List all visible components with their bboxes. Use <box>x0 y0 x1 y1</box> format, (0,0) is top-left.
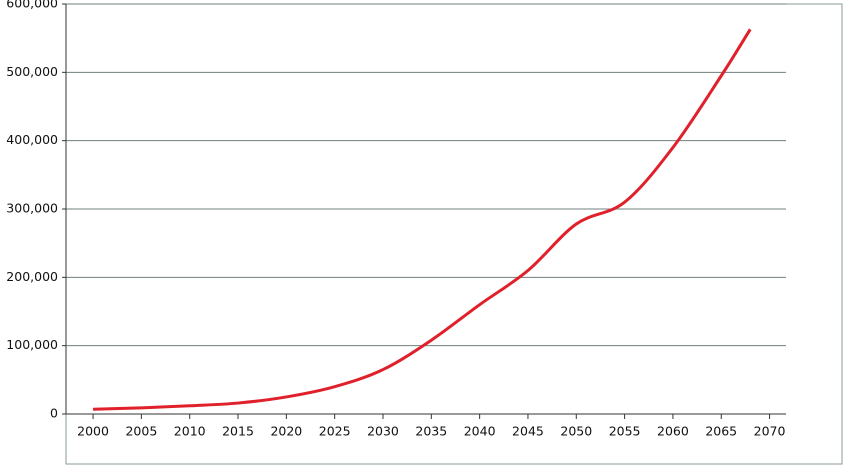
y-tick-label: 600,000 <box>6 0 58 11</box>
x-tick-label: 2040 <box>464 424 496 439</box>
x-tick-label: 2055 <box>609 424 641 439</box>
y-tick-label: 200,000 <box>6 269 58 284</box>
x-tick-label: 2030 <box>367 424 399 439</box>
data-line <box>93 28 752 411</box>
x-tick-label: 2045 <box>512 424 544 439</box>
x-tick-label: 2025 <box>319 424 351 439</box>
x-tick-label: 2070 <box>754 424 786 439</box>
y-tick-label: 0 <box>50 406 58 421</box>
y-tick-label: 500,000 <box>6 64 58 79</box>
x-tick-label: 2065 <box>705 424 737 439</box>
x-tick-label: 2060 <box>657 424 689 439</box>
y-tick-label: 400,000 <box>6 132 58 147</box>
y-tick-label: 300,000 <box>6 201 58 216</box>
x-tick-label: 2035 <box>415 424 447 439</box>
x-tick-label: 2020 <box>270 424 302 439</box>
chart-frame <box>65 3 843 465</box>
x-tick-label: 2005 <box>125 424 157 439</box>
x-tick-label: 2010 <box>174 424 206 439</box>
x-tick-label: 2050 <box>560 424 592 439</box>
x-tick-label: 2015 <box>222 424 254 439</box>
x-tick-label: 2000 <box>77 424 109 439</box>
y-tick-label: 100,000 <box>6 337 58 352</box>
